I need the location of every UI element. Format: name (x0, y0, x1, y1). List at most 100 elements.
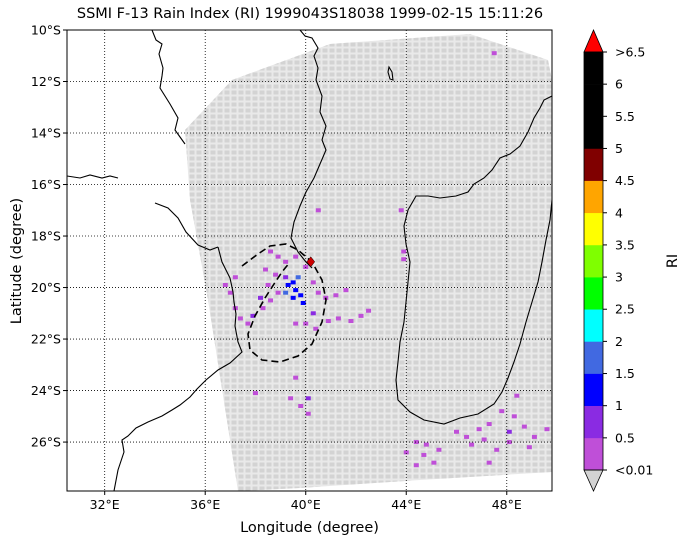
colorbar-tick-label: 2 (615, 334, 623, 349)
rain-pixel (260, 306, 266, 311)
rain-pixel (250, 313, 256, 318)
colorbar-segment (584, 84, 603, 117)
map-frame (66, 29, 553, 492)
rain-pixel (273, 272, 279, 277)
rain-pixel (544, 427, 550, 432)
rain-pixel (491, 51, 497, 56)
rain-pixel (358, 313, 364, 318)
rain-pixel (436, 447, 442, 452)
colorbar-segment (584, 405, 603, 439)
rain-pixel (293, 254, 299, 259)
colorbar-tick-label: 1.5 (615, 366, 635, 381)
rain-pixel (486, 460, 492, 465)
east-africa-coast (67, 174, 119, 179)
y-tick-label: 22°S (31, 332, 61, 347)
colorbar-frame (583, 51, 604, 471)
storm-contour (241, 243, 327, 363)
rain-pixel (275, 254, 281, 259)
rain-pixel (401, 249, 407, 254)
colorbar-segment (584, 244, 603, 278)
rain-pixel (285, 282, 291, 287)
graticule (67, 30, 552, 491)
colorbar-tick-label: >6.5 (615, 45, 645, 60)
rain-pixel (293, 321, 299, 326)
rain-pixel (237, 316, 243, 321)
rain-pixel (290, 295, 296, 300)
colorbar-tick-label: 6 (615, 77, 623, 92)
y-tick-label: 10°S (31, 23, 61, 38)
x-axis-ticks: 32°E 36°E 40°E 44°E 48°E (90, 491, 522, 512)
y-tick-label: 14°S (31, 126, 61, 141)
rain-pixel (283, 275, 289, 280)
rain-pixel (499, 409, 505, 414)
africa-coastline (113, 30, 243, 491)
rain-pixel (486, 422, 492, 427)
rain-pixel (431, 460, 437, 465)
rain-pixel (303, 264, 309, 269)
rain-pixel (521, 424, 527, 429)
rain-pixel (315, 290, 321, 295)
ssmi-swath (185, 34, 552, 491)
rain-pixel (514, 393, 520, 398)
y-axis-label: Latitude (degree) (9, 198, 25, 324)
x-tick-label: 48°E (492, 497, 522, 512)
rain-pixel (421, 452, 427, 457)
colorbar-over-arrow (583, 28, 604, 53)
colorbar-segment (584, 52, 603, 85)
rain-pixel (303, 321, 309, 326)
x-tick-label: 32°E (90, 497, 120, 512)
colorbar: <0.01 0.5 1 1.5 2 2.5 3 3.5 4 4.5 5 5.5 6 >6.5 (583, 28, 653, 492)
y-tick-label: 24°S (31, 383, 61, 398)
rain-pixel (293, 375, 299, 380)
y-axis-ticks: 10°S 12°S 14°S 16°S 18°S 20°S 22°S 24°S 26°S (31, 23, 67, 450)
colorbar-segment (584, 212, 603, 246)
colorbar-tick-label: 2.5 (615, 302, 635, 317)
colorbar-tick-label: 5.5 (615, 109, 635, 124)
rain-pixel (283, 290, 289, 295)
colorbar-tick-label: 3 (615, 270, 623, 285)
rain-pixel (252, 391, 258, 396)
storm-center-marker (306, 256, 316, 268)
rain-pixel (343, 288, 349, 293)
rain-pixel (401, 257, 407, 262)
x-tick-label: 44°E (391, 497, 421, 512)
colorbar-tick-label: 0.5 (615, 430, 635, 445)
rain-pixel (310, 311, 316, 316)
y-tick-label: 18°S (31, 229, 61, 244)
rain-pixel (268, 249, 274, 254)
rain-pixel (268, 298, 274, 303)
rain-pixel (511, 414, 517, 419)
rain-pixel (300, 300, 306, 305)
y-tick-label: 20°S (31, 280, 61, 295)
rain-pixel (398, 208, 404, 213)
colorbar-segment (584, 277, 603, 310)
rain-pixel (275, 290, 281, 295)
colorbar-segment (584, 148, 603, 181)
rain-pixel (298, 293, 304, 298)
rain-pixel (293, 288, 299, 293)
rain-pixel (413, 463, 419, 468)
rain-pixel (290, 280, 296, 285)
rain-pixel (506, 429, 512, 434)
rain-pixel (283, 259, 289, 264)
rain-pixel (476, 427, 482, 432)
colorbar-segment (584, 309, 603, 342)
rain-pixel (313, 326, 319, 331)
rain-pixel (245, 321, 251, 326)
colorbar-tick-label: <0.01 (615, 463, 653, 478)
colorbar-segment (584, 373, 603, 406)
rain-pixel (325, 319, 331, 324)
rain-pixel (454, 429, 460, 434)
rain-pixel (413, 440, 419, 445)
colorbar-segment (584, 437, 603, 471)
x-tick-label: 36°E (190, 497, 220, 512)
rain-pixel (315, 208, 321, 213)
map-title: SSMI F-13 Rain Index (RI) 1999043S18038 … (76, 6, 544, 22)
rain-pixel (265, 282, 271, 287)
rain-pixel (348, 319, 354, 324)
rain-pixel (305, 396, 311, 401)
rain-pixel (310, 280, 316, 285)
x-axis-label: Longitude (degree) (240, 520, 379, 536)
rain-pixel (335, 316, 341, 321)
